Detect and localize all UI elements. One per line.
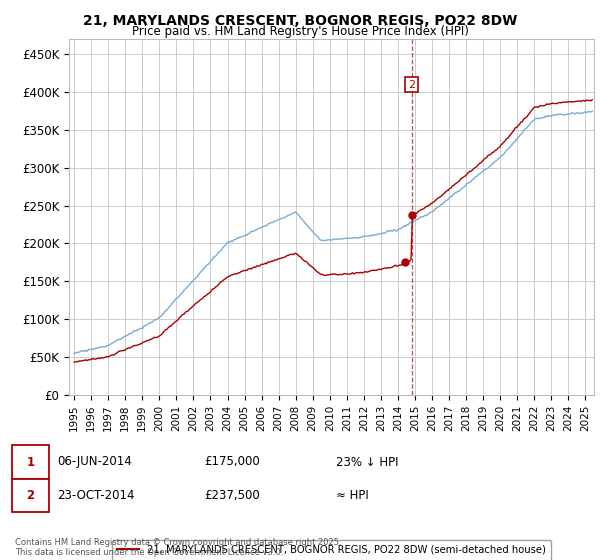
Text: 23% ↓ HPI: 23% ↓ HPI <box>336 455 398 469</box>
Text: 2: 2 <box>26 489 35 502</box>
Text: 2: 2 <box>408 80 415 90</box>
Text: 06-JUN-2014: 06-JUN-2014 <box>57 455 132 469</box>
Text: 1: 1 <box>26 455 35 469</box>
Text: Contains HM Land Registry data © Crown copyright and database right 2025.
This d: Contains HM Land Registry data © Crown c… <box>15 538 341 557</box>
Text: £175,000: £175,000 <box>204 455 260 469</box>
Legend: 21, MARYLANDS CRESCENT, BOGNOR REGIS, PO22 8DW (semi-detached house), HPI: Avera: 21, MARYLANDS CRESCENT, BOGNOR REGIS, PO… <box>112 540 551 560</box>
Text: 21, MARYLANDS CRESCENT, BOGNOR REGIS, PO22 8DW: 21, MARYLANDS CRESCENT, BOGNOR REGIS, PO… <box>83 14 517 28</box>
Text: Price paid vs. HM Land Registry's House Price Index (HPI): Price paid vs. HM Land Registry's House … <box>131 25 469 38</box>
Text: ≈ HPI: ≈ HPI <box>336 489 369 502</box>
Text: 23-OCT-2014: 23-OCT-2014 <box>57 489 134 502</box>
Text: £237,500: £237,500 <box>204 489 260 502</box>
